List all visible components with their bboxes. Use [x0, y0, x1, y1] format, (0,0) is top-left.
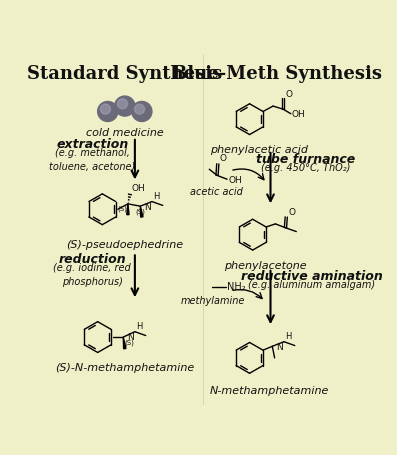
- Text: (S)-pseudoephedrine: (S)-pseudoephedrine: [66, 239, 183, 249]
- Circle shape: [100, 105, 110, 115]
- Text: N: N: [127, 333, 134, 342]
- Text: tube furnance: tube furnance: [256, 153, 355, 166]
- Text: Standard Synthesis: Standard Synthesis: [27, 65, 222, 82]
- Text: N: N: [276, 343, 283, 352]
- Text: acetic acid: acetic acid: [190, 187, 243, 197]
- Text: O: O: [289, 208, 296, 217]
- Text: (e.g. aluminum amalgam): (e.g. aluminum amalgam): [248, 280, 375, 290]
- Text: reductive amination: reductive amination: [241, 270, 382, 283]
- Text: extraction: extraction: [56, 137, 128, 151]
- Polygon shape: [127, 204, 129, 215]
- Polygon shape: [123, 337, 126, 349]
- Text: H: H: [285, 331, 291, 340]
- Polygon shape: [140, 207, 143, 217]
- Text: Blue-Meth Synthesis: Blue-Meth Synthesis: [172, 65, 382, 82]
- Text: H: H: [136, 321, 142, 330]
- Circle shape: [118, 100, 127, 110]
- Text: OH: OH: [229, 176, 243, 185]
- Text: N-methamphetamine: N-methamphetamine: [210, 385, 330, 395]
- Text: cold medicine: cold medicine: [86, 127, 164, 137]
- Text: O: O: [285, 90, 293, 98]
- Text: methylamine: methylamine: [180, 296, 245, 306]
- Text: OH: OH: [292, 110, 305, 119]
- Text: (S): (S): [117, 205, 127, 212]
- Text: (e.g. iodine, red
phosphorus): (e.g. iodine, red phosphorus): [53, 263, 131, 286]
- Circle shape: [98, 102, 118, 122]
- Text: O: O: [220, 154, 226, 163]
- Text: N: N: [145, 203, 151, 212]
- Circle shape: [115, 97, 135, 117]
- Circle shape: [132, 102, 152, 122]
- Text: (e.g. methanol,
toluene, acetone): (e.g. methanol, toluene, acetone): [49, 147, 135, 171]
- Text: phenylacetone: phenylacetone: [224, 261, 306, 270]
- Text: NH₂: NH₂: [227, 282, 246, 292]
- Text: (S)-N-methamphetamine: (S)-N-methamphetamine: [55, 362, 195, 372]
- Text: (e.g. 450°C, ThO₂): (e.g. 450°C, ThO₂): [261, 163, 350, 173]
- Text: (S): (S): [135, 208, 145, 215]
- Text: OH: OH: [131, 184, 145, 193]
- Text: H: H: [153, 192, 159, 201]
- Text: phenylacetic acid: phenylacetic acid: [210, 145, 308, 154]
- Text: reduction: reduction: [58, 253, 126, 266]
- Circle shape: [135, 105, 145, 115]
- Text: (S): (S): [124, 339, 134, 345]
